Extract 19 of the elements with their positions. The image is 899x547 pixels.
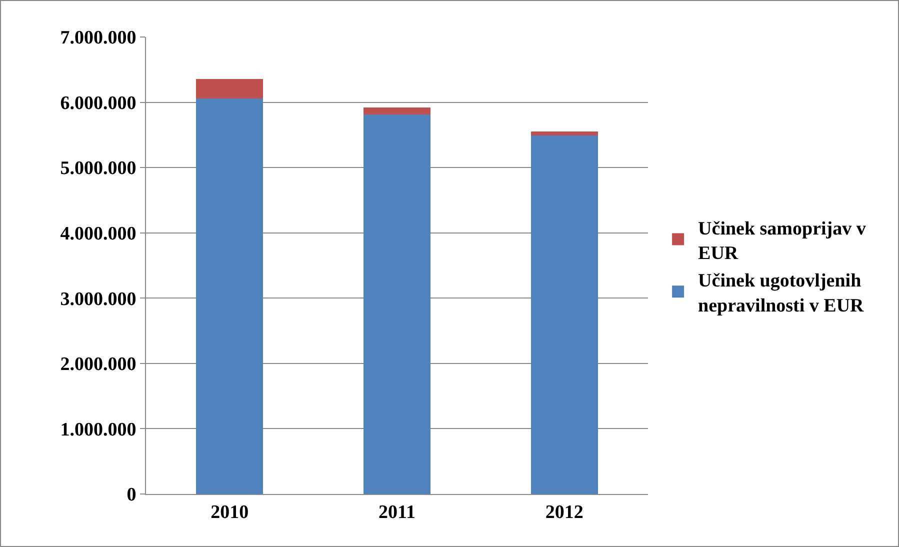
bar xyxy=(530,136,598,494)
bar xyxy=(196,98,264,494)
y-tick-label: 7.000.000 xyxy=(60,28,136,49)
y-tick-label: 3.000.000 xyxy=(60,288,136,310)
legend-label: Učinek ugotovljenih nepravilnosti v EUR xyxy=(698,270,864,316)
y-tick-label: 4.000.000 xyxy=(60,224,136,245)
y-tick-label: 5.000.000 xyxy=(60,158,136,180)
y-tick-label: 2.000.000 xyxy=(60,354,136,376)
x-tick-label: 2012 xyxy=(545,502,584,523)
y-tick-label: 1.000.000 xyxy=(60,419,136,440)
bar xyxy=(196,78,264,98)
y-tick-label: 0 xyxy=(126,484,136,506)
y-tick-label: 6.000.000 xyxy=(60,92,136,114)
bar xyxy=(530,132,598,136)
bar xyxy=(364,114,430,494)
legend-label: Učinek samoprijav v EUR xyxy=(698,218,866,264)
x-tick-label: 2011 xyxy=(378,502,416,523)
bar xyxy=(364,108,430,115)
x-tick-label: 2010 xyxy=(210,502,249,523)
